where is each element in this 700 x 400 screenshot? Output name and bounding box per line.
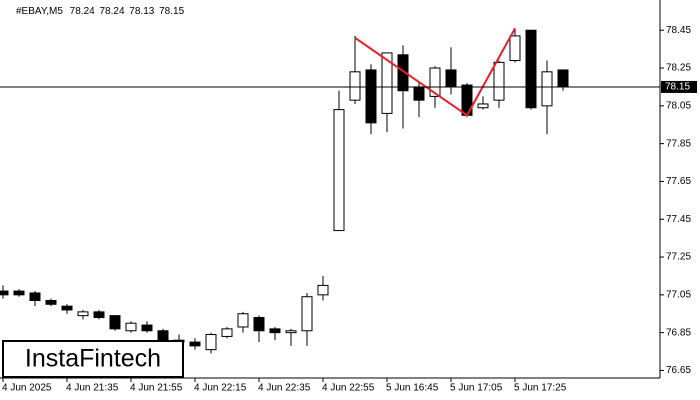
candle-body — [381, 52, 393, 114]
header-low: 78.13 — [129, 6, 154, 17]
candle-body — [445, 69, 457, 88]
candle-body — [525, 29, 537, 109]
y-tick-label: 77.85 — [666, 138, 691, 149]
header-close: 78.15 — [159, 6, 184, 17]
x-tick-label: 5 Jun 17:05 — [450, 383, 503, 394]
x-tick-label: 4 Jun 21:35 — [66, 383, 119, 394]
y-tick-label: 77.65 — [666, 176, 691, 187]
y-tick-label: 78.05 — [666, 100, 691, 111]
candle-body — [77, 311, 89, 317]
candle-body — [333, 109, 345, 232]
candle-body — [109, 315, 121, 330]
candle-body — [0, 290, 9, 296]
candle-body — [269, 328, 281, 334]
x-tick-label: 5 Jun 16:45 — [386, 383, 439, 394]
watermark-frame — [2, 340, 184, 378]
candle-body — [493, 61, 505, 101]
candle-body — [365, 69, 377, 124]
candle-body — [61, 305, 73, 311]
candle-body — [125, 322, 137, 332]
candle-body — [93, 311, 105, 319]
x-tick-label: 4 Jun 2025 — [2, 383, 52, 394]
header-high: 78.24 — [99, 6, 124, 17]
candle-body — [413, 86, 425, 101]
candle-body — [397, 54, 409, 92]
candle-body — [189, 341, 201, 347]
candle-body — [253, 317, 265, 332]
x-tick-label: 4 Jun 21:55 — [130, 383, 183, 394]
y-tick-label: 77.45 — [666, 214, 691, 225]
x-tick-label: 5 Jun 17:25 — [514, 383, 567, 394]
candle-body — [13, 290, 25, 296]
candle-body — [45, 300, 57, 305]
candle-body — [477, 103, 489, 109]
x-tick-label: 4 Jun 22:35 — [258, 383, 311, 394]
candle-body — [557, 69, 569, 88]
pattern-line — [354, 27, 516, 117]
header-open: 78.24 — [70, 6, 95, 17]
candle-body — [205, 334, 217, 351]
price-label-box — [661, 80, 697, 93]
candle-body — [285, 330, 297, 334]
candle-body — [509, 35, 521, 61]
x-tick-label: 4 Jun 22:55 — [322, 383, 375, 394]
candle-body — [157, 330, 169, 341]
price-label: 78.15 — [665, 82, 690, 93]
watermark: InstaFintech — [25, 345, 161, 373]
watermark-box: InstaFintech — [2, 340, 184, 378]
y-tick-label: 77.25 — [666, 252, 691, 263]
candle-body — [141, 324, 153, 332]
candle-body — [237, 313, 249, 328]
candle-body — [317, 284, 329, 296]
chart-header: #EBAY,M5 78.24 78.24 78.13 78.15 — [16, 6, 185, 17]
y-tick-label: 76.65 — [666, 365, 691, 376]
x-tick-label: 4 Jun 22:15 — [194, 383, 247, 394]
candle-body — [349, 71, 361, 101]
y-tick-label: 78.45 — [666, 25, 691, 36]
candle-body — [301, 296, 313, 332]
candle-body — [221, 328, 233, 337]
y-tick-label: 78.25 — [666, 63, 691, 74]
candle-body — [541, 71, 553, 107]
candle-body — [429, 67, 441, 97]
y-tick-label: 76.85 — [666, 327, 691, 338]
chart-title: #EBAY,M5 — [16, 6, 63, 17]
candle-body — [29, 292, 41, 302]
y-tick-label: 77.05 — [666, 289, 691, 300]
